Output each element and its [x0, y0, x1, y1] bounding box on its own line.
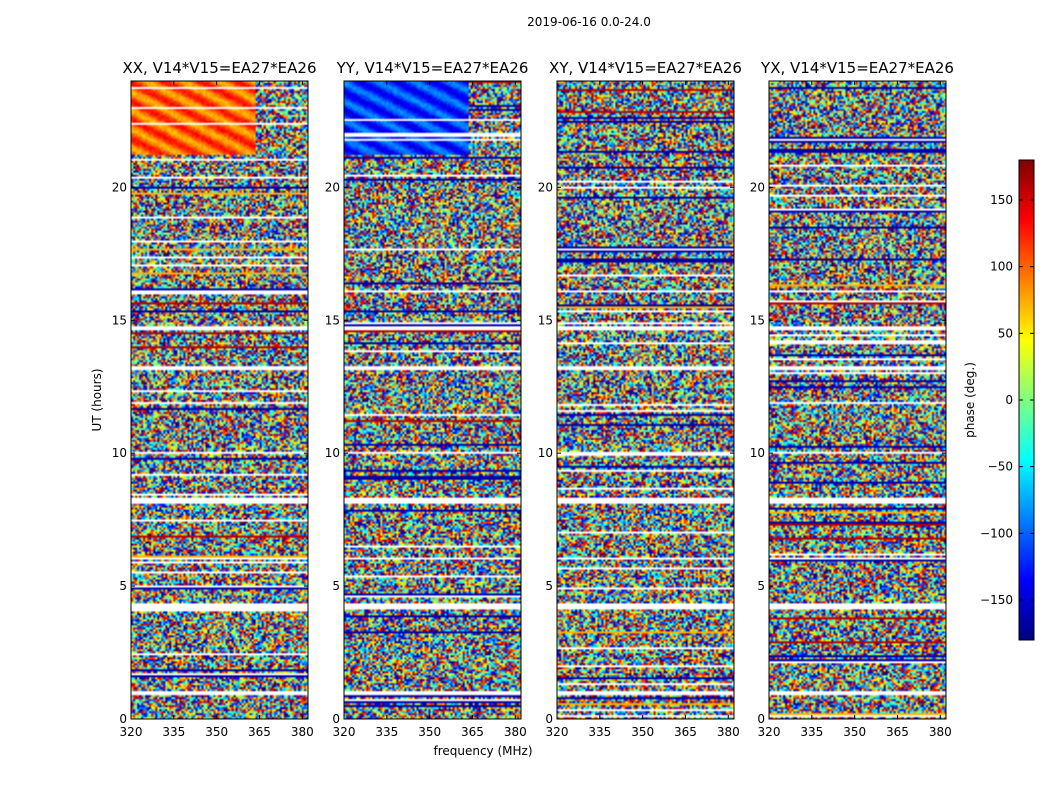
x-tick-label: 365	[248, 725, 271, 739]
x-tick-label: 350	[418, 725, 441, 739]
panel-2: XY, V14*V15=EA27*EA26 0 5 10 15 20 320 335 350 36…	[538, 59, 742, 739]
colorbar: −150 −100 −50 0 50 100 150 phase (deg.)	[963, 159, 1035, 641]
figure-suptitle: 2019-06-16 0.0-24.0	[527, 15, 651, 29]
x-tick-label: 365	[674, 725, 697, 739]
y-tick-label: 0	[332, 712, 340, 726]
axes-frame	[768, 80, 947, 720]
y-tick-label: 15	[325, 313, 340, 327]
y-tick-label: 10	[750, 446, 765, 460]
axes-frame	[556, 80, 735, 720]
axes-frame	[343, 80, 522, 720]
x-tick-label: 380	[291, 725, 314, 739]
x-tick-label: 335	[588, 725, 611, 739]
x-tick-label: 320	[120, 725, 143, 739]
x-tick-label: 380	[929, 725, 952, 739]
panel-title: XX, V14*V15=EA27*EA26	[122, 59, 316, 77]
colorbar-tick-label: −100	[980, 526, 1013, 540]
x-tick-label: 350	[205, 725, 228, 739]
axes-frame	[130, 80, 309, 720]
y-tick-label: 10	[538, 446, 553, 460]
x-tick-label: 365	[461, 725, 484, 739]
x-tick-label: 320	[546, 725, 569, 739]
colorbar-tick-label: 50	[998, 326, 1013, 340]
x-tick-label: 320	[333, 725, 356, 739]
y-tick-label: 20	[325, 180, 340, 194]
y-tick-label: 10	[325, 446, 340, 460]
panel-title: YX, V14*V15=EA27*EA26	[760, 59, 954, 77]
x-tick-label: 335	[800, 725, 823, 739]
y-tick-label: 10	[112, 446, 127, 460]
x-tick-label: 380	[717, 725, 740, 739]
y-tick-label: 5	[757, 579, 765, 593]
x-tick-label: 335	[375, 725, 398, 739]
panel-0: XX, V14*V15=EA27*EA26 0 5 10 15 20 320 335 350 36…	[112, 59, 317, 739]
x-tick-label: 350	[843, 725, 866, 739]
colorbar-label: phase (deg.)	[963, 362, 977, 438]
x-tick-label: 335	[162, 725, 185, 739]
x-tick-label: 350	[631, 725, 654, 739]
x-tick-label: 380	[504, 725, 527, 739]
y-axis-label: UT (hours)	[90, 368, 104, 431]
heatmap-image	[557, 81, 734, 719]
y-tick-label: 20	[750, 180, 765, 194]
panel-1: YY, V14*V15=EA27*EA26 0 5 10 15 20 320 335 350 36…	[325, 59, 529, 739]
y-tick-label: 0	[757, 712, 765, 726]
colorbar-ticks: −150 −100 −50 0 50 100 150	[980, 193, 1034, 607]
panel-3: YX, V14*V15=EA27*EA26 0 5 10 15 20 320 335 350 36…	[750, 59, 954, 739]
panel-title: YY, V14*V15=EA27*EA26	[336, 59, 529, 77]
colorbar-tick-label: −150	[980, 593, 1013, 607]
y-tick-label: 15	[112, 313, 127, 327]
y-tick-label: 0	[119, 712, 127, 726]
y-tick-label: 15	[538, 313, 553, 327]
y-tick-label: 15	[750, 313, 765, 327]
heatmap-image	[769, 81, 946, 719]
y-tick-label: 20	[538, 180, 553, 194]
heatmap-image	[344, 81, 521, 719]
x-tick-label: 320	[758, 725, 781, 739]
y-tick-label: 20	[112, 180, 127, 194]
colorbar-tick-label: 100	[990, 260, 1013, 274]
y-tick-label: 5	[332, 579, 340, 593]
y-tick-label: 0	[545, 712, 553, 726]
panel-title: XY, V14*V15=EA27*EA26	[549, 59, 742, 77]
x-axis-label: frequency (MHz)	[433, 744, 532, 758]
colorbar-tick-label: −50	[988, 460, 1013, 474]
y-tick-label: 5	[545, 579, 553, 593]
panels: XX, V14*V15=EA27*EA26 0 5 10 15 20 320 335 350 36…	[112, 59, 954, 739]
y-tick-label: 5	[119, 579, 127, 593]
colorbar-tick-label: 0	[1005, 393, 1013, 407]
x-tick-label: 365	[886, 725, 909, 739]
colorbar-tick-label: 150	[990, 193, 1013, 207]
heatmap-image	[131, 81, 308, 719]
